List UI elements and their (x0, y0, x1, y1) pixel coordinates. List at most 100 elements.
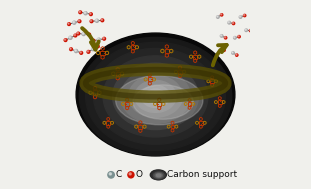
Circle shape (223, 49, 224, 50)
Circle shape (220, 35, 222, 36)
Circle shape (87, 32, 91, 37)
Circle shape (220, 14, 222, 15)
Circle shape (92, 48, 93, 49)
Circle shape (233, 22, 234, 24)
Circle shape (74, 34, 76, 36)
Circle shape (89, 12, 93, 16)
Circle shape (239, 16, 241, 17)
Circle shape (228, 22, 229, 23)
Circle shape (95, 19, 99, 23)
Circle shape (103, 38, 104, 39)
Circle shape (220, 13, 224, 17)
Circle shape (87, 51, 89, 52)
Ellipse shape (156, 174, 161, 177)
Circle shape (222, 48, 226, 52)
Circle shape (234, 37, 235, 38)
Circle shape (219, 50, 220, 51)
Circle shape (96, 37, 101, 42)
Circle shape (109, 173, 111, 175)
Circle shape (77, 19, 81, 23)
Circle shape (72, 20, 77, 25)
Circle shape (70, 48, 71, 49)
Circle shape (75, 50, 76, 51)
Ellipse shape (146, 89, 165, 104)
Circle shape (90, 13, 91, 14)
Circle shape (82, 33, 84, 34)
Circle shape (225, 37, 226, 38)
Circle shape (231, 51, 235, 55)
Text: Carbon support: Carbon support (167, 170, 237, 179)
Circle shape (81, 32, 86, 36)
Circle shape (76, 31, 80, 36)
Circle shape (64, 39, 66, 40)
Ellipse shape (103, 56, 208, 137)
Circle shape (69, 36, 71, 38)
Circle shape (216, 15, 220, 19)
Circle shape (73, 33, 77, 38)
Ellipse shape (116, 76, 203, 125)
Circle shape (68, 36, 73, 40)
Text: C: C (115, 170, 122, 179)
Ellipse shape (79, 37, 232, 155)
Circle shape (97, 38, 99, 40)
Circle shape (237, 35, 241, 39)
Circle shape (91, 39, 95, 43)
Circle shape (86, 50, 91, 54)
Circle shape (239, 15, 243, 19)
Ellipse shape (86, 42, 225, 150)
Circle shape (224, 36, 227, 40)
Ellipse shape (141, 85, 170, 107)
Circle shape (244, 28, 248, 32)
Circle shape (129, 173, 131, 175)
Circle shape (92, 40, 94, 41)
Circle shape (69, 47, 73, 51)
Circle shape (74, 49, 78, 53)
Circle shape (244, 15, 245, 16)
Circle shape (102, 37, 106, 41)
Circle shape (236, 54, 237, 55)
Circle shape (77, 32, 78, 34)
Ellipse shape (76, 33, 235, 156)
Circle shape (97, 45, 98, 46)
Circle shape (245, 29, 246, 30)
Text: O: O (135, 170, 142, 179)
Ellipse shape (150, 92, 161, 101)
Circle shape (220, 34, 224, 38)
Circle shape (233, 36, 237, 40)
Circle shape (128, 172, 134, 178)
Circle shape (63, 38, 67, 42)
Circle shape (88, 33, 89, 35)
Circle shape (100, 18, 104, 22)
Circle shape (227, 21, 231, 25)
Circle shape (243, 14, 247, 17)
Circle shape (232, 22, 235, 25)
Circle shape (95, 19, 97, 21)
Circle shape (78, 20, 80, 21)
Circle shape (108, 172, 114, 178)
Circle shape (84, 12, 86, 13)
Circle shape (79, 11, 80, 12)
Circle shape (238, 36, 239, 37)
Circle shape (218, 49, 222, 53)
Circle shape (249, 29, 253, 33)
Ellipse shape (128, 76, 183, 117)
Circle shape (80, 52, 81, 53)
Ellipse shape (133, 85, 193, 119)
Ellipse shape (152, 171, 165, 180)
Ellipse shape (135, 81, 176, 112)
Ellipse shape (150, 170, 166, 180)
Circle shape (217, 16, 218, 17)
Circle shape (79, 51, 83, 55)
Ellipse shape (154, 172, 164, 179)
Circle shape (73, 21, 74, 23)
Ellipse shape (94, 49, 217, 144)
Circle shape (101, 19, 102, 20)
Ellipse shape (121, 69, 190, 123)
Ellipse shape (155, 173, 162, 178)
Circle shape (67, 22, 71, 26)
Circle shape (83, 11, 88, 15)
Circle shape (91, 47, 95, 51)
Circle shape (68, 23, 69, 24)
Circle shape (232, 52, 233, 53)
Circle shape (89, 19, 94, 23)
